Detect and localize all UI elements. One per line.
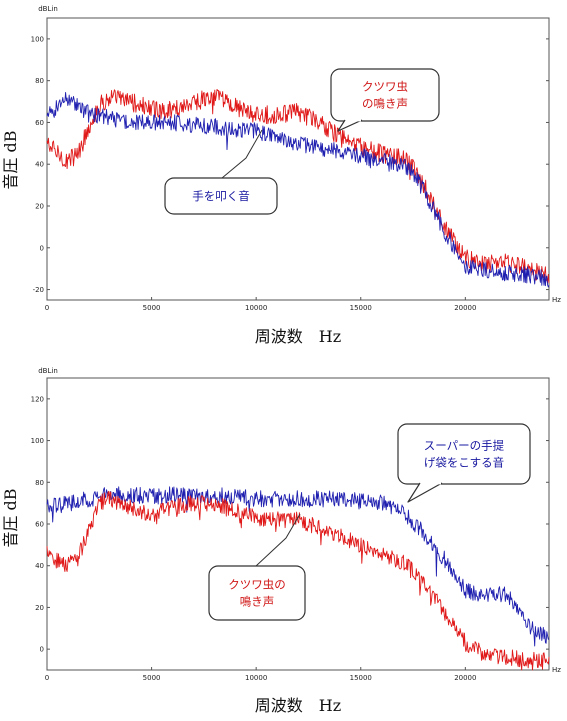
y-tick-label: 0 xyxy=(40,646,44,654)
y-tick-label: 40 xyxy=(35,161,44,169)
chart-bottom-bag-rustle-vs-katydid: 120 100 80 60 40 20 0 0 5000 10000 15000 20000 dBLin… xyxy=(1,367,561,715)
callout-text: 手を叩く音 xyxy=(192,189,250,203)
x-unit-label: Hz xyxy=(552,296,561,304)
y-tick-label: 20 xyxy=(35,203,44,211)
callout-tail xyxy=(407,482,443,503)
y-unit-label: dBLin xyxy=(38,367,58,375)
y-axis-label: 音圧 dB xyxy=(1,130,20,189)
y-tick-label: 80 xyxy=(35,77,44,85)
callout-box xyxy=(208,565,306,621)
chart-top-clapping-vs-katydid: 100 80 60 40 20 0 -20 0 5000 10000 15000 20000 dBLin… xyxy=(1,5,561,346)
y-tick-label: 20 xyxy=(35,604,44,612)
x-tick-label: 0 xyxy=(45,674,49,682)
y-axis-label: 音圧 dB xyxy=(1,488,20,547)
plot-frame xyxy=(46,377,550,671)
y-tick-label: 100 xyxy=(31,437,44,445)
callout-text: クツワ虫の xyxy=(228,578,286,592)
x-axis-label: 周波数 Hz xyxy=(255,696,341,715)
series-line-1 xyxy=(46,486,550,647)
y-tick-label: 80 xyxy=(35,479,44,487)
x-tick-label: 10000 xyxy=(245,304,267,312)
series-line-2 xyxy=(46,490,550,671)
x-axis-label: 周波数 Hz xyxy=(255,327,341,346)
series-line-2 xyxy=(46,91,550,288)
series-line-1 xyxy=(46,88,550,284)
x-tick-label: 5000 xyxy=(143,674,161,682)
y-tick-label: 60 xyxy=(35,521,44,529)
callout-box xyxy=(397,423,531,485)
callout-text: スーパーの手提 xyxy=(424,439,505,453)
callout-text: げ袋をこする音 xyxy=(424,456,504,470)
x-tick-label: 15000 xyxy=(350,304,372,312)
callout-text: クツワ虫 xyxy=(362,80,408,94)
y-tick-label: 60 xyxy=(35,119,44,127)
callout-pointer xyxy=(255,513,301,567)
x-tick-label: 20000 xyxy=(454,674,476,682)
y-tick-label: 0 xyxy=(40,244,44,252)
callout-pointer xyxy=(221,129,263,179)
callout-box xyxy=(164,177,278,215)
x-tick-label: 5000 xyxy=(143,304,161,312)
y-tick-label: 100 xyxy=(31,35,44,43)
callout-2: 手を叩く音 xyxy=(164,129,278,215)
y-tick-label: 40 xyxy=(35,562,44,570)
y-tick-label: 120 xyxy=(31,395,44,403)
plot-frame xyxy=(46,17,550,301)
y-unit-label: dBLin xyxy=(38,5,58,13)
x-tick-label: 0 xyxy=(45,304,49,312)
x-unit-label: Hz xyxy=(552,666,561,674)
callout-text: 鳴き声 xyxy=(240,595,275,609)
callout-tail xyxy=(337,119,363,132)
x-tick-label: 20000 xyxy=(454,304,476,312)
x-tick-label: 15000 xyxy=(350,674,372,682)
callout-box xyxy=(330,68,440,122)
callout-text: の鳴き声 xyxy=(362,97,408,111)
x-tick-label: 10000 xyxy=(245,674,267,682)
y-tick-label: -20 xyxy=(33,286,44,294)
